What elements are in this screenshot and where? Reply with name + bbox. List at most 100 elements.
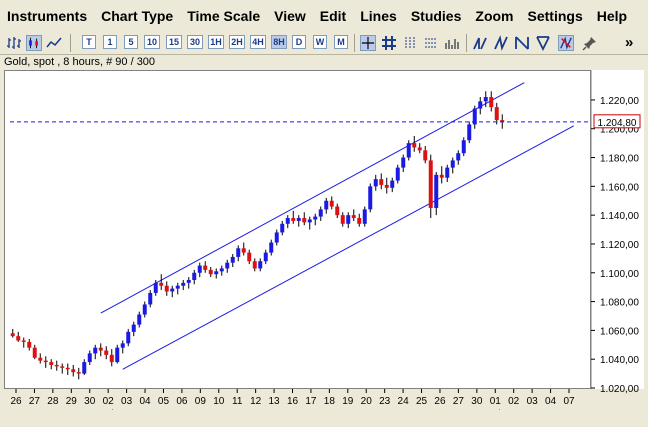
time-tick-label: 30 [84,396,96,407]
horizontal-line-icon[interactable] [423,35,439,51]
channel-upper-line[interactable] [100,82,525,314]
candle-body [302,218,307,223]
channel-lower-line[interactable] [122,125,574,370]
chart-title: Gold, spot , 8 hours, # 90 / 300 [4,56,156,68]
line-chart-icon[interactable] [46,35,62,51]
candle-body [104,350,109,355]
candle-body [434,174,439,208]
time-tick-label: 02 [103,396,115,407]
delete-lines-icon[interactable] [558,35,574,51]
candle-body [318,209,323,217]
candle-body [197,265,202,273]
candle-body [236,248,241,257]
time-tick-label: 06 [176,396,188,407]
toolbar-overflow-chevron[interactable]: » [625,34,634,51]
candle-body [423,150,428,161]
candles [10,91,505,380]
candle-body [384,184,389,188]
candle-body [269,242,274,253]
period-4h-button[interactable]: 4H [250,35,266,49]
candle-body [126,331,131,344]
candle-body [280,223,285,233]
crosshair-icon[interactable] [360,35,376,51]
candle-body [340,215,345,224]
menu-time-scale[interactable]: Time Scale [187,8,261,24]
current-price-label: 1.204,80 [598,118,637,129]
trendline-icon[interactable] [472,35,488,51]
candle-body [390,180,395,188]
vertical-line-icon[interactable] [402,35,418,51]
candle-body [445,167,450,178]
candle-body [192,272,197,280]
time-tick-label: 04 [139,396,151,407]
menu-bar: Instruments Chart Type Time Scale View E… [0,0,648,33]
time-tick-label: 12 [250,396,262,407]
candle-body [357,218,362,224]
candle-body [296,218,301,221]
menu-settings[interactable]: Settings [527,8,583,24]
fibonacci-icon[interactable] [514,35,530,51]
candle-body [258,261,263,269]
candle-body [428,160,433,208]
period-10m-button[interactable]: 10 [144,35,160,49]
menu-zoom[interactable]: Zoom [475,8,514,24]
price-tick-label: 1.040,00 [600,355,639,366]
time-tick-label: 18 [324,396,336,407]
period-8h-button[interactable]: 8H [271,35,287,49]
candle-body [467,124,472,141]
candle-body [395,167,400,181]
menu-lines[interactable]: Lines [360,8,397,24]
time-tick-label: 27 [453,396,465,407]
candle-body [159,282,164,286]
channel-line-icon[interactable] [493,35,509,51]
trend-channel[interactable] [100,82,574,370]
candle-body [109,354,114,363]
price-tick-label: 1.160,00 [600,182,639,193]
candle-body [439,174,444,178]
menu-edit[interactable]: Edit [319,8,347,24]
period-1m-button[interactable]: 1 [103,35,117,49]
candle-body [21,340,26,342]
menu-instruments[interactable]: Instruments [7,8,88,24]
volume-bars-icon[interactable] [444,35,460,51]
gann-fan-icon[interactable] [535,35,551,51]
time-tick-label: 26 [434,396,446,407]
candle-body [401,157,406,168]
candle-body [335,206,340,216]
chart-area[interactable]: 1.020,00 1.040,00 1.060,00 1.080,00 1.100,00… [4,70,644,410]
period-day-button[interactable]: D [292,35,306,49]
price-tick-label: 1.120,00 [600,240,639,251]
pin-icon[interactable] [582,35,598,51]
period-30m-button[interactable]: 30 [187,35,203,49]
time-tick-label: 27 [29,396,41,407]
menu-view[interactable]: View [274,8,306,24]
grid-icon[interactable] [381,35,397,51]
time-tick-label: 02 [508,396,520,407]
time-axis-ticks: 26 27 28 29 30 02 03 04 05 06 09 10 11 12 13 16 17 18 19 20… [10,389,575,410]
candle-body [285,218,290,224]
period-1h-button[interactable]: 1H [208,35,224,49]
period-5m-button[interactable]: 5 [124,35,138,49]
candlestick-chart-icon[interactable] [26,35,42,51]
candle-body [225,262,230,269]
candle-body [478,101,483,109]
period-2h-button[interactable]: 2H [229,35,245,49]
menu-chart-type[interactable]: Chart Type [101,8,174,24]
period-week-button[interactable]: W [313,35,327,49]
candle-body [38,357,43,361]
period-tick-button[interactable]: T [82,35,96,49]
candle-body [263,252,268,262]
price-tick-label: 1.140,00 [600,211,639,222]
time-tick-label: 07 [563,396,575,407]
price-tick-label: 1.200,00 [600,125,639,136]
candle-body [82,362,87,374]
time-tick-label: 05 [158,396,170,407]
menu-studies[interactable]: Studies [410,8,462,24]
period-month-button[interactable]: M [334,35,348,49]
time-tick-label: 10 [213,396,225,407]
menu-help[interactable]: Help [596,8,628,24]
period-15m-button[interactable]: 15 [166,35,182,49]
candle-body [153,282,158,293]
price-tick-label: 1.020,00 [600,384,639,395]
bar-chart-icon[interactable] [6,35,22,51]
